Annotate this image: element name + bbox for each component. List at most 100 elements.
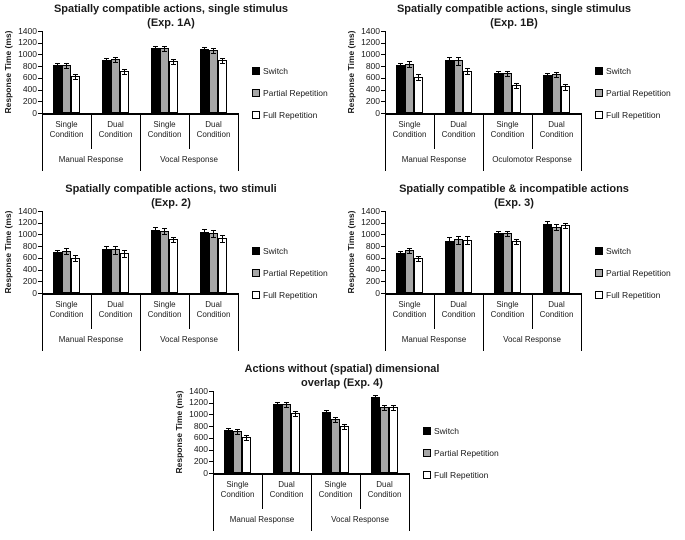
category-label-line2: Condition: [269, 490, 304, 499]
error-bar: [563, 223, 568, 230]
chart-title: Spatially compatible & incompatible acti…: [343, 182, 685, 210]
error-bar: [324, 410, 329, 417]
error-bar: [73, 255, 78, 262]
y-tick-mark: [381, 269, 385, 271]
category-divider-condition: [91, 115, 92, 149]
bar-partial-repetition: [209, 233, 218, 293]
legend-swatch-partial-repetition: [595, 269, 603, 277]
category-divider-group: [238, 295, 239, 351]
y-tick-label: 400: [193, 444, 208, 455]
bar-switch: [53, 252, 62, 293]
bar-partial-repetition: [111, 249, 120, 293]
category-label-line1: Single: [496, 300, 519, 309]
chart-title: Actions without (spatial) dimensional ove…: [171, 362, 513, 390]
error-bar: [113, 245, 118, 256]
bar-partial-repetition: [209, 50, 218, 113]
y-tick-label: 1000: [189, 408, 208, 419]
error-bar: [202, 47, 207, 54]
error-bar: [153, 227, 158, 235]
error-bar: [416, 255, 421, 262]
y-tick-mark: [38, 113, 42, 114]
y-tick-label: 600: [22, 72, 37, 83]
category-label-line1: Dual: [450, 120, 467, 129]
y-tick-mark: [38, 54, 42, 56]
error-bar: [113, 56, 118, 63]
legend-swatch-full-repetition: [252, 111, 260, 119]
y-tick-mark: [38, 42, 42, 44]
bar-switch: [543, 223, 552, 293]
y-tick-mark: [38, 246, 42, 248]
y-tick-label: 400: [365, 264, 380, 275]
category-divider-group: [213, 475, 214, 531]
category-cell: Single Condition: [140, 115, 189, 149]
bar-partial-repetition: [454, 239, 463, 293]
y-tick-label: 0: [32, 107, 37, 118]
y-tick-label: 800: [193, 420, 208, 431]
bar-full-repetition: [169, 60, 178, 113]
category-label-line1: Single: [398, 300, 421, 309]
y-tick-mark: [381, 293, 385, 294]
y-tick-label: 1000: [18, 228, 37, 239]
chart-exp-3: Spatially compatible & incompatible acti…: [343, 180, 685, 360]
legend-swatch-switch: [595, 247, 603, 255]
bar-switch: [102, 60, 111, 113]
y-tick-label: 800: [365, 60, 380, 71]
category-divider-group: [42, 115, 43, 171]
y-tick-label: 1200: [361, 217, 380, 228]
error-bar: [220, 58, 225, 65]
category-divider-condition: [262, 475, 263, 509]
bar-full-repetition: [414, 257, 423, 293]
bar-switch: [494, 72, 503, 113]
y-tick-mark: [209, 449, 213, 451]
group-label: Manual Response: [58, 155, 124, 164]
category-divider-group: [385, 115, 386, 171]
error-bar: [162, 228, 167, 235]
category-divider-group: [483, 295, 484, 351]
bar-full-repetition: [291, 412, 300, 473]
plot-area: [385, 31, 582, 115]
y-tick-label: 1200: [189, 397, 208, 408]
legend-label: Full Repetition: [606, 110, 661, 120]
category-cell: Single Condition: [385, 115, 434, 149]
error-bar: [373, 395, 378, 402]
error-bar: [545, 221, 550, 229]
category-divider-condition: [189, 115, 190, 149]
legend-swatch-full-repetition: [595, 111, 603, 119]
chart-title: Spatially compatible actions, single sti…: [343, 2, 685, 30]
category-label-line1: Single: [55, 120, 78, 129]
y-tick-mark: [209, 426, 213, 428]
bar-full-repetition: [218, 237, 227, 293]
category-divider-group: [311, 475, 312, 531]
error-bar: [514, 238, 519, 245]
bar-full-repetition: [414, 76, 423, 113]
group-label: Vocal Response: [160, 155, 218, 164]
category-divider-group: [140, 115, 141, 171]
legend-item-full-repetition: Full Repetition: [252, 284, 328, 306]
error-bar: [104, 246, 109, 254]
plot-area: [213, 391, 410, 475]
group-label: Vocal Response: [331, 515, 389, 524]
error-bar: [505, 230, 510, 237]
bar-partial-repetition: [233, 431, 242, 473]
error-bar: [563, 83, 568, 91]
legend-label: Full Repetition: [263, 290, 318, 300]
legend-item-switch: Switch: [252, 240, 328, 262]
bar-switch: [371, 397, 380, 473]
category-divider-condition: [360, 475, 361, 509]
bar-switch: [102, 248, 111, 293]
y-tick-label: 600: [22, 252, 37, 263]
legend-label: Partial Repetition: [606, 88, 671, 98]
y-tick-label: 600: [365, 252, 380, 263]
bar-switch: [53, 65, 62, 113]
bar-full-repetition: [71, 75, 80, 113]
category-cell: Dual Condition: [262, 475, 311, 509]
category-label-line2: Condition: [392, 310, 427, 319]
error-bar: [407, 61, 412, 69]
y-tick-label: 1400: [18, 25, 37, 36]
y-tick-mark: [381, 113, 385, 114]
error-bar: [398, 251, 403, 258]
category-label-line1: Single: [398, 120, 421, 129]
bar-full-repetition: [242, 437, 251, 473]
category-divider-condition: [532, 295, 533, 329]
bar-switch: [494, 233, 503, 293]
